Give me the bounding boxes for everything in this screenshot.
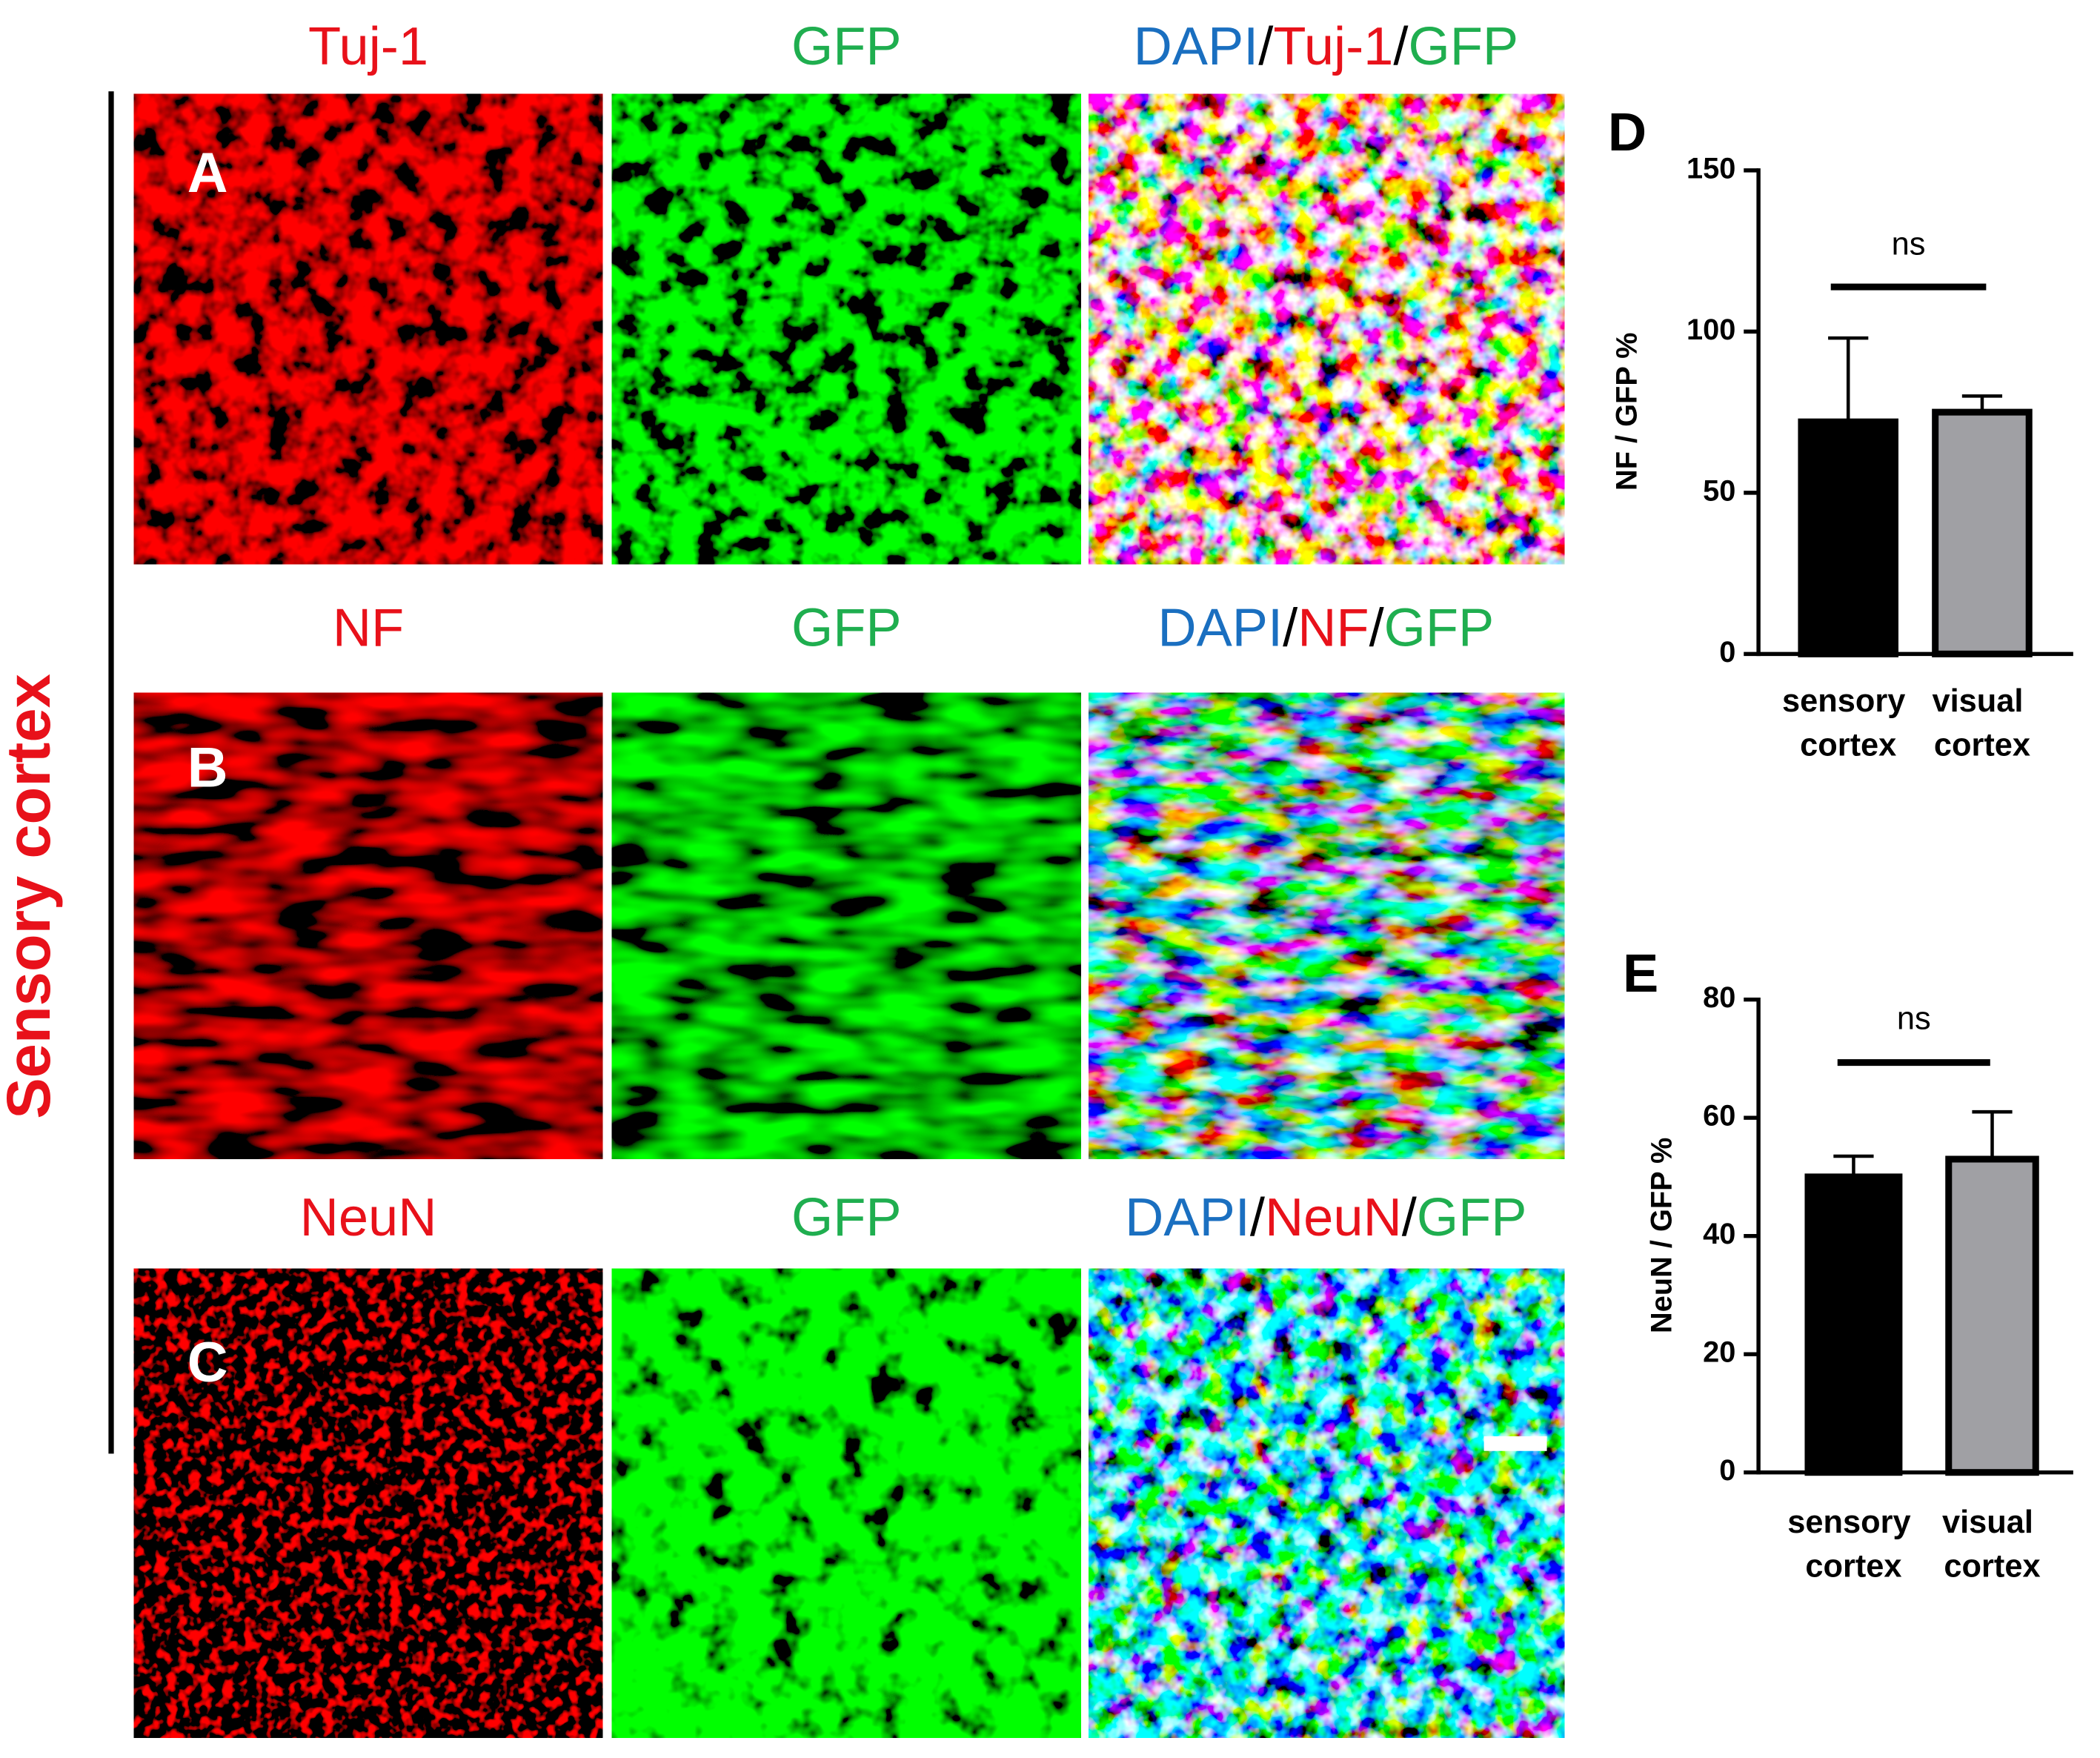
y-tick-label: 20 <box>1703 1336 1735 1369</box>
title-part: GFP <box>1384 599 1495 658</box>
title-part: GFP <box>1417 1188 1527 1247</box>
panel-title: DAPI/Tuj-1/GFP <box>1134 17 1519 76</box>
significance-label: ns <box>1892 227 1926 262</box>
y-tick-label: 80 <box>1703 981 1735 1014</box>
title-part: Tuj-1 <box>1273 17 1393 76</box>
scale-bar <box>1483 1436 1547 1451</box>
panel-title: DAPI/NF/GFP <box>1157 599 1494 658</box>
x-tick-label: visual cortex <box>1942 1505 2042 1585</box>
panel-letter: C <box>187 1331 228 1394</box>
panel-title: Tuj-1 <box>308 17 428 76</box>
micrograph <box>611 692 1081 1159</box>
y-tick-label: 150 <box>1687 152 1735 185</box>
bar <box>1798 418 1898 657</box>
side-label: Sensory cortex <box>0 674 63 1119</box>
title-part: / <box>1258 17 1274 76</box>
panel-label: D <box>1608 103 1647 162</box>
title-part: / <box>1283 599 1298 658</box>
y-tick-label: 0 <box>1719 636 1735 669</box>
panel-title: GFP <box>791 17 902 76</box>
micrograph <box>611 1268 1081 1738</box>
y-tick-label: 60 <box>1703 1100 1735 1132</box>
panel-title: NF <box>333 599 404 658</box>
title-part: DAPI <box>1157 599 1283 658</box>
title-part: / <box>1250 1188 1266 1247</box>
micrograph <box>1089 692 1565 1159</box>
title-part: NF <box>1297 599 1369 658</box>
title-part: DAPI <box>1125 1188 1250 1247</box>
panel-title: NeuN <box>300 1188 437 1247</box>
title-part: / <box>1402 1188 1418 1247</box>
micrograph <box>1089 1268 1565 1738</box>
y-axis-label: NF / GFP % <box>1611 332 1644 491</box>
micrograph <box>611 93 1081 565</box>
bar <box>1945 1155 2039 1476</box>
panel-label: E <box>1623 944 1658 1004</box>
y-tick-label: 50 <box>1703 474 1735 507</box>
x-tick-label: sensory cortex <box>1787 1505 1919 1585</box>
title-part: / <box>1393 17 1409 76</box>
title-part: DAPI <box>1134 17 1259 76</box>
micrograph <box>133 93 603 565</box>
panel-title: GFP <box>791 599 902 658</box>
y-tick-label: 0 <box>1719 1454 1735 1487</box>
title-part: / <box>1369 599 1385 658</box>
y-tick-label: 40 <box>1703 1218 1735 1250</box>
bar <box>1932 408 2033 657</box>
panel-letter: B <box>187 736 228 799</box>
panel-title: DAPI/NeuN/GFP <box>1125 1188 1526 1247</box>
panel-letter: A <box>187 142 228 205</box>
x-tick-label: sensory cortex <box>1782 683 1914 763</box>
x-tick-label: visual cortex <box>1932 683 2032 763</box>
micrograph <box>133 692 603 1159</box>
y-tick-label: 100 <box>1687 314 1735 346</box>
significance-label: ns <box>1897 1001 1931 1036</box>
panel-title: GFP <box>791 1188 902 1247</box>
title-part: NeuN <box>1265 1188 1402 1247</box>
title-part: GFP <box>1408 17 1518 76</box>
bar <box>1804 1173 1903 1476</box>
micrograph <box>133 1268 603 1738</box>
micrograph <box>1089 93 1565 565</box>
y-axis-label: NeuN / GFP % <box>1646 1138 1678 1333</box>
